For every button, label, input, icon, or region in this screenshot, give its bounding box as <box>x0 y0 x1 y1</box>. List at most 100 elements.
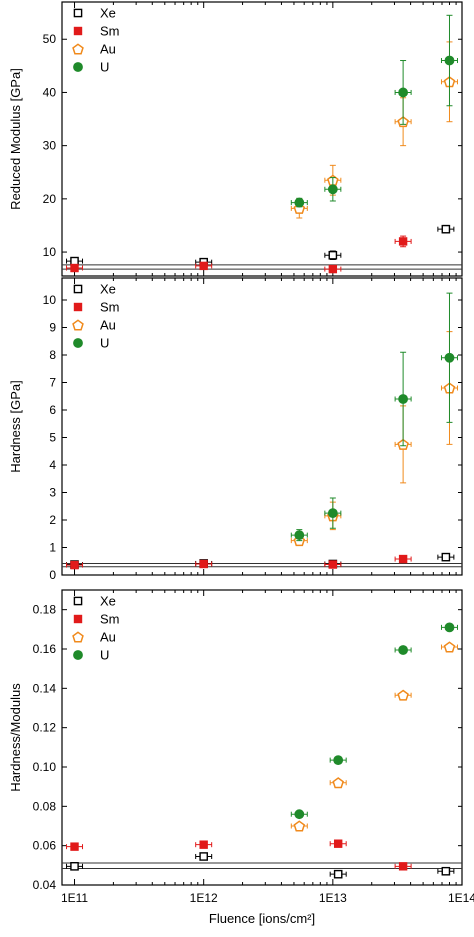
series-sm <box>66 554 412 570</box>
data-point <box>444 55 455 66</box>
y-tick-label: 0.16 <box>33 642 57 656</box>
legend-marker-au <box>72 319 84 331</box>
y-tick-label: 0.04 <box>33 878 57 892</box>
legend-label-xe: Xe <box>100 594 116 609</box>
legend: Xe Sm Au U <box>72 282 120 351</box>
plot-frame <box>61 277 463 576</box>
data-point <box>441 866 451 876</box>
data-point <box>332 777 345 789</box>
legend-marker-xe <box>73 596 83 606</box>
legend: Xe Sm Au U <box>72 594 120 663</box>
series-sm <box>66 235 412 274</box>
data-point <box>328 560 338 569</box>
data-point <box>444 622 455 633</box>
data-point <box>398 645 409 655</box>
y-tick-label: 0.06 <box>33 839 57 853</box>
data-point <box>398 237 408 246</box>
data-point <box>199 559 208 569</box>
y-tick-label: 0.08 <box>33 799 57 813</box>
legend-marker-xe <box>73 284 83 294</box>
legend-marker-sm <box>73 614 83 624</box>
y-tick-label: 10 <box>43 293 57 307</box>
data-point <box>70 842 79 851</box>
y-tick-label: 4 <box>49 458 56 472</box>
legend-marker-u <box>73 62 83 72</box>
x-axis-label: Fluence [ions/cm²] <box>209 911 315 926</box>
legend-label-u: U <box>100 336 109 351</box>
legend-label-u: U <box>100 60 109 75</box>
y-tick-label: 1 <box>49 541 56 555</box>
legend-marker-sm <box>73 302 83 312</box>
x-tick-label: 1E12 <box>190 891 218 905</box>
y-tick-label: 0 <box>49 568 56 582</box>
x-tick-label: 1E11 <box>61 891 88 905</box>
legend: Xe Sm Au U <box>72 6 120 75</box>
legend-marker-au <box>72 631 84 643</box>
data-point <box>70 560 79 570</box>
series-xe <box>66 224 455 267</box>
legend-label-au: Au <box>100 318 116 333</box>
y-tick-label: 0.10 <box>33 760 57 774</box>
chart-panel-3: 0.04 0.06 0.08 0.10 0.12 0.14 0.16 0.18 1E11 1E12… <box>8 589 474 926</box>
legend-label-xe: Xe <box>100 282 116 297</box>
legend-label-xe: Xe <box>100 6 116 21</box>
series-au <box>290 331 458 547</box>
series-xe <box>66 852 455 879</box>
y-tick-label: 0.18 <box>33 603 57 617</box>
y-axis-label: Hardness/Modulus <box>8 683 23 792</box>
y-tick-label: 0.14 <box>33 681 57 695</box>
data-point <box>397 689 409 701</box>
series-u <box>290 14 458 208</box>
legend-marker-u <box>73 338 83 348</box>
y-axis-label: Hardness [GPa] <box>8 380 23 473</box>
y-tick-label: 0.12 <box>33 721 57 735</box>
legend-label-sm: Sm <box>100 24 120 39</box>
legend-label-sm: Sm <box>100 300 120 315</box>
data-point <box>70 256 79 266</box>
legend-marker-sm <box>73 26 83 36</box>
data-point <box>328 264 338 274</box>
chart-panel-2: 0 1 2 3 4 5 6 7 8 9 10 Hardness [GPa] Xe Sm Au U <box>8 277 463 582</box>
data-point <box>199 852 208 861</box>
x-tick-label: 1E13 <box>319 891 347 905</box>
data-point <box>70 862 79 871</box>
y-tick-label: 6 <box>49 403 56 417</box>
data-point <box>443 641 456 653</box>
data-point <box>441 552 451 562</box>
data-point <box>328 250 338 260</box>
data-point <box>398 554 408 564</box>
data-point <box>398 862 408 871</box>
data-point <box>294 530 305 541</box>
y-tick-label: 2 <box>49 513 56 527</box>
data-point <box>199 261 208 271</box>
y-tick-label: 3 <box>49 486 56 500</box>
data-point <box>294 197 305 208</box>
plot-frame <box>61 589 463 886</box>
data-point <box>333 869 343 879</box>
data-point <box>398 87 409 98</box>
legend-marker-xe <box>73 8 83 18</box>
legend-label-au: Au <box>100 630 116 645</box>
data-point <box>293 820 306 832</box>
series-u <box>290 622 458 820</box>
y-tick-label: 30 <box>43 139 57 153</box>
series-u <box>290 292 458 542</box>
chart-panel-1: 10 20 30 40 50 Reduced Modulus [GPa] Xe Sm Au U <box>8 1 463 277</box>
legend-label-au: Au <box>100 42 116 57</box>
legend-marker-u <box>73 650 83 660</box>
y-tick-label: 50 <box>43 32 57 46</box>
y-tick-label: 5 <box>49 431 56 445</box>
data-point <box>333 839 343 848</box>
data-point <box>70 263 79 273</box>
y-axis-label: Reduced Modulus [GPa] <box>8 68 23 210</box>
legend-marker-au <box>72 43 84 55</box>
data-point <box>294 809 305 820</box>
data-point <box>327 508 338 519</box>
data-point <box>398 394 409 404</box>
data-point <box>333 755 344 766</box>
y-tick-label: 40 <box>43 85 57 99</box>
y-tick-label: 9 <box>49 321 56 335</box>
y-tick-label: 20 <box>43 192 57 206</box>
